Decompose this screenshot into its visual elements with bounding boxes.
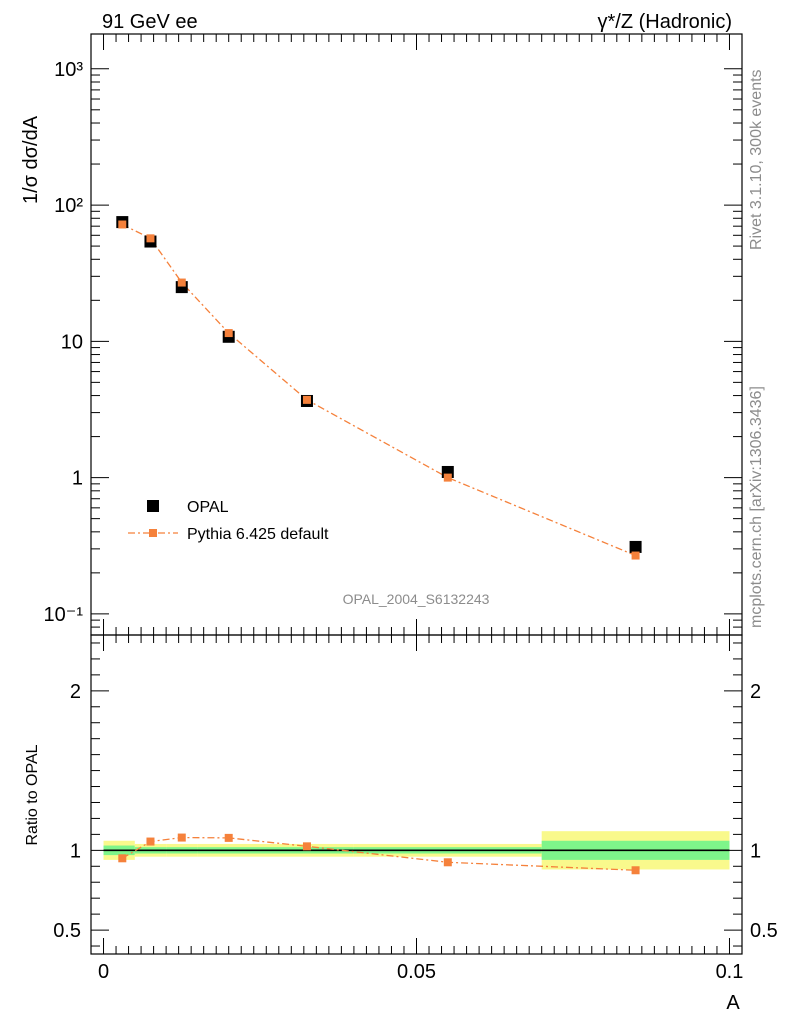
x-axis-title: A — [726, 992, 740, 1014]
process-label: γ*/Z (Hadronic) — [598, 11, 732, 33]
energy-label: 91 GeV ee — [102, 11, 198, 33]
pythia-data-point — [443, 473, 452, 482]
rivet-version-label: Rivet 3.1.10, 300k events — [748, 69, 765, 250]
pythia-ratio-point — [443, 858, 452, 867]
x-tick-label: 0.05 — [397, 961, 436, 983]
legend-label-pythia: Pythia 6.425 default — [187, 526, 329, 543]
y-tick-label: 10 — [61, 331, 83, 353]
ratio-y-axis-title: Ratio to OPAL — [24, 744, 41, 845]
pythia-ratio-point — [177, 833, 186, 842]
pythia-data-point — [302, 395, 311, 404]
ratio-y-tick-label: 1 — [70, 840, 81, 862]
mcplots-reference-label: mcplots.cern.ch [arXiv:1306.3436] — [748, 386, 765, 628]
y-tick-label: 10³ — [54, 59, 83, 81]
pythia-data-point — [177, 278, 186, 287]
pythia-data-point — [224, 329, 233, 338]
x-tick-label: 0.1 — [716, 961, 744, 983]
legend-label-opal: OPAL — [187, 499, 229, 516]
ratio-plot-panel: 0.5 0.5 1 1 2 2 Ratio to OPAL 0 0.05 0.1 A — [24, 634, 778, 1014]
pythia-ratio-point — [224, 833, 233, 842]
opal-data-point — [629, 540, 642, 553]
y-tick-label: 1 — [72, 468, 83, 490]
pythia-data-point — [118, 220, 127, 229]
y-tick-label: 10⁻¹ — [44, 604, 84, 626]
y-tick-label: 10² — [54, 195, 83, 217]
pythia-ratio-point — [118, 854, 127, 863]
ratio-y-tick-label-right: 2 — [750, 681, 761, 703]
main-plot-panel: 10⁻¹ 1 10 10² 10³ OPAL_2004_S6132243 1/σ dσ/… — [20, 33, 743, 636]
ratio-y-tick-label-right: 1 — [750, 840, 761, 862]
pythia-data-point — [146, 234, 155, 243]
x-tick-label: 0 — [98, 961, 109, 983]
ratio-y-tick-label: 0.5 — [53, 920, 81, 942]
pythia-ratio-point — [631, 866, 640, 875]
ratio-plot-frame — [90, 634, 743, 955]
legend-marker-opal — [147, 500, 159, 512]
main-y-axis-title: 1/σ dσ/dA — [20, 115, 42, 204]
analysis-label: OPAL_2004_S6132243 — [343, 591, 490, 607]
legend-marker-pythia — [149, 529, 157, 537]
main-plot-frame — [90, 33, 743, 636]
pythia-ratio-point — [302, 842, 311, 851]
legend: OPAL Pythia 6.425 default — [128, 499, 329, 543]
pythia-ratio-point — [146, 837, 155, 846]
ratio-y-tick-label-right: 0.5 — [750, 920, 778, 942]
pythia-data-point — [631, 551, 640, 560]
ratio-y-tick-label: 2 — [70, 681, 81, 703]
